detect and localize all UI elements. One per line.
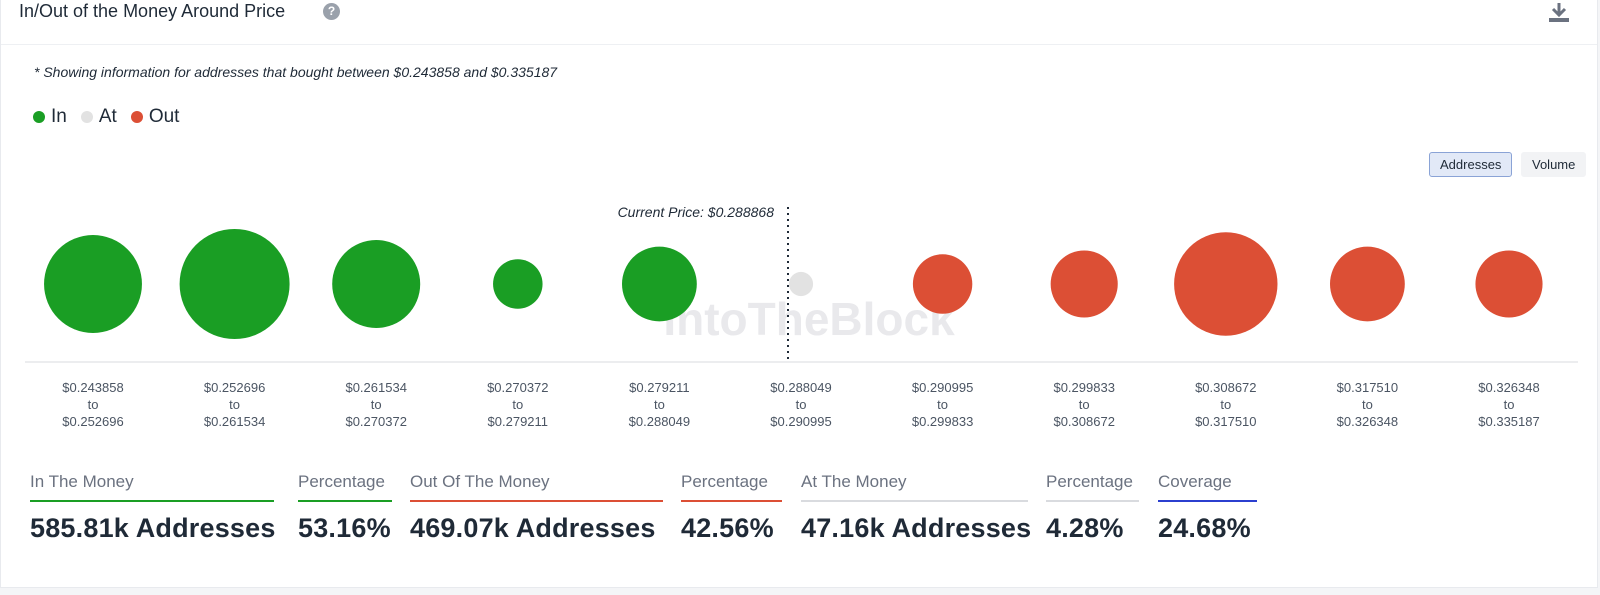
tick-label: to: [512, 397, 523, 412]
stat-value: 469.07k Addresses: [410, 513, 656, 543]
stat-rule: [681, 500, 782, 502]
stat-rule: [410, 500, 663, 502]
addresses-toggle[interactable]: Addresses: [1429, 152, 1513, 177]
volume-toggle[interactable]: Volume: [1521, 152, 1587, 177]
tick-label: $0.299833: [1053, 380, 1114, 395]
tick-label: to: [1079, 397, 1090, 412]
stat-value: 24.68%: [1158, 513, 1251, 543]
bubble-chart: IntoTheBlock Current Price: $0.288868 $0.2…: [25, 204, 1578, 429]
bubble-in: [44, 235, 142, 333]
bubble-in: [332, 240, 421, 328]
tick-label: $0.335187: [1478, 414, 1539, 429]
stat-label: Percentage: [298, 472, 385, 491]
stat-in-the-money: In The Money 585.81k Addresses: [30, 472, 276, 544]
legend-dot-out: [130, 111, 143, 123]
stat-label: At The Money: [801, 472, 907, 491]
current-price-label: Current Price: $0.288868: [618, 204, 775, 220]
legend-label-at: At: [98, 106, 117, 127]
tick-label: $0.308672: [1195, 380, 1256, 395]
legend-dot-at: [80, 111, 93, 123]
tick-label: $0.261534: [204, 414, 265, 429]
tick-label: $0.252696: [62, 414, 123, 429]
card-header: In/Out of the Money Around Price ?: [1, 0, 1597, 45]
tick-label: $0.243858: [62, 380, 123, 395]
legend-label-in: In: [51, 106, 67, 127]
tick-label: $0.288049: [770, 380, 831, 395]
stat-rule: [1158, 500, 1257, 502]
tick-label: $0.299833: [912, 414, 973, 429]
stat-value: 585.81k Addresses: [30, 513, 276, 543]
stat-at-percentage: Percentage 4.28%: [1046, 472, 1139, 544]
legend-item-out[interactable]: Out: [130, 106, 180, 128]
stat-rule: [30, 500, 274, 502]
stat-value: 47.16k Addresses: [801, 513, 1032, 543]
tick-label: $0.279211: [488, 414, 549, 429]
tick-label: to: [1504, 397, 1515, 412]
stat-at-the-money: At The Money 47.16k Addresses: [801, 472, 1032, 544]
bubble-out: [912, 254, 973, 314]
bubble-out: [1174, 232, 1278, 336]
stat-label: Percentage: [681, 472, 768, 491]
tick-label: $0.317510: [1337, 380, 1398, 395]
watermark: IntoTheBlock: [663, 293, 955, 345]
stat-label: Coverage: [1158, 472, 1232, 491]
stat-label: Out Of The Money: [410, 472, 550, 491]
stat-rule: [801, 500, 1028, 502]
tick-label: to: [229, 397, 240, 412]
legend-label-out: Out: [148, 106, 180, 127]
tick-label: to: [88, 397, 99, 412]
tick-label: $0.279211: [629, 380, 690, 395]
tick-label: to: [371, 397, 382, 412]
stat-rule: [1046, 500, 1139, 502]
bubble-out: [1475, 250, 1543, 318]
chart-title: In/Out of the Money Around Price: [19, 1, 286, 21]
stat-value: 53.16%: [298, 513, 391, 543]
tick-label: to: [796, 397, 807, 412]
download-icon[interactable]: [1547, 1, 1571, 25]
tick-label: to: [1362, 397, 1373, 412]
legend-item-in[interactable]: In: [33, 106, 67, 128]
tick-label: $0.317510: [1195, 414, 1256, 429]
question-circle-icon[interactable]: ?: [323, 3, 340, 20]
tick-label: $0.270372: [345, 414, 406, 429]
stat-out-percentage: Percentage 42.56%: [681, 472, 782, 544]
bubble-in: [622, 246, 697, 322]
stat-label: In The Money: [30, 472, 134, 491]
stat-in-percentage: Percentage 53.16%: [298, 472, 392, 544]
bubble-out: [1330, 246, 1405, 322]
bubble-in: [179, 229, 290, 339]
tick-label: $0.261534: [345, 380, 406, 395]
tick-label: $0.290995: [912, 380, 973, 395]
legend-item-at[interactable]: At: [80, 106, 117, 128]
tick-label: $0.270372: [487, 380, 548, 395]
tick-label: to: [654, 397, 665, 412]
stat-label: Percentage: [1046, 472, 1133, 491]
tick-label: $0.326348: [1478, 380, 1539, 395]
legend-dot-in: [33, 111, 45, 123]
stat-value: 42.56%: [681, 513, 774, 543]
stats-row: In The Money 585.81k Addresses Percentag…: [1, 472, 1600, 552]
stat-out-of-the-money: Out Of The Money 469.07k Addresses: [410, 472, 663, 544]
stat-rule: [298, 500, 392, 502]
stat-coverage: Coverage 24.68%: [1158, 472, 1257, 544]
tick-label: to: [937, 397, 948, 412]
bubble-at: [788, 271, 814, 297]
tick-label: $0.308672: [1053, 414, 1114, 429]
bubble-out: [1050, 250, 1118, 318]
tick-label: $0.288049: [629, 414, 690, 429]
stat-value: 4.28%: [1046, 513, 1124, 543]
legend: In At Out: [33, 106, 179, 128]
tick-label: to: [1220, 397, 1231, 412]
tick-label: $0.326348: [1337, 414, 1398, 429]
bubble-in: [493, 259, 543, 309]
range-note: * Showing information for addresses that…: [34, 64, 558, 80]
tick-label: $0.252696: [204, 380, 265, 395]
tick-label: $0.290995: [770, 414, 831, 429]
